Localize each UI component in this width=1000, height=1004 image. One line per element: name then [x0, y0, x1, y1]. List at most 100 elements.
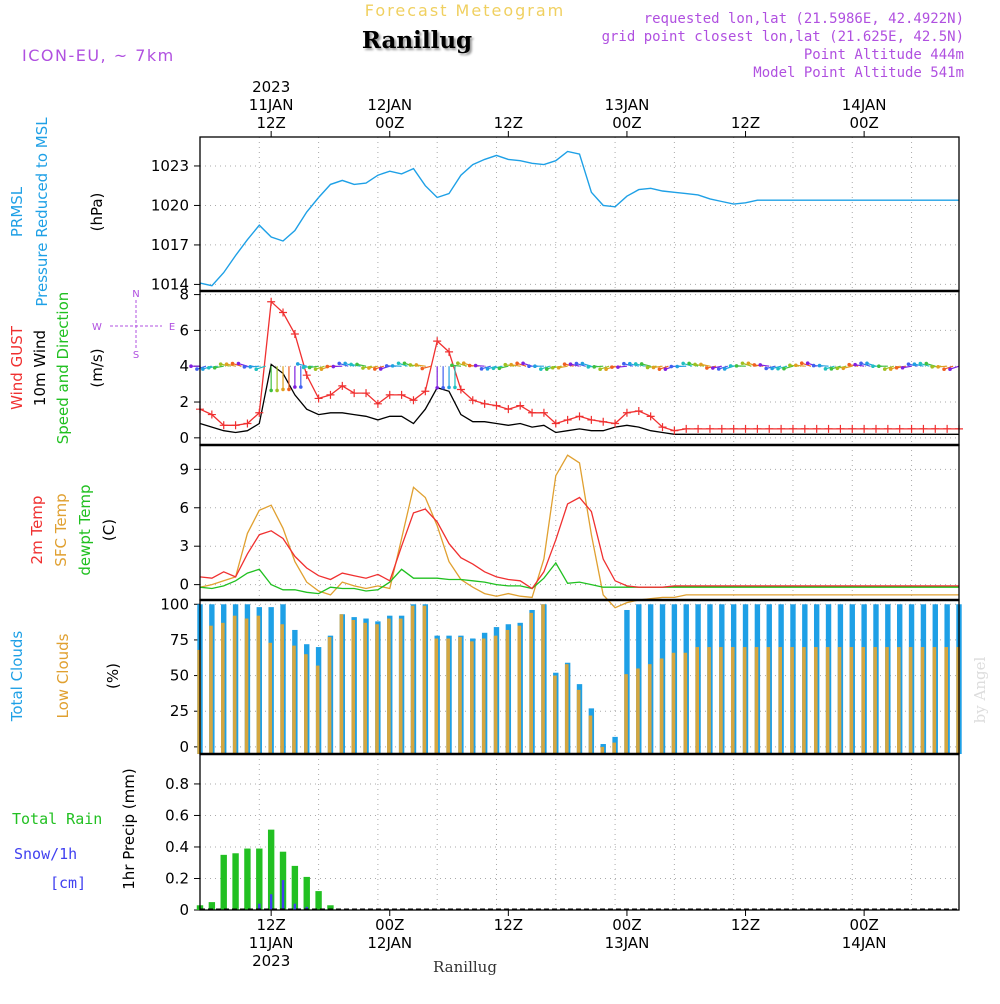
bottom-axis-label: 12JAN: [367, 934, 412, 952]
wind-arrow-head: [658, 367, 662, 371]
pressure-label-2: Pressure Reduced to MSL: [33, 117, 51, 307]
wind-arrow-head: [800, 361, 804, 365]
precip-unit: 1hr Precip (mm): [120, 768, 138, 889]
y-tick-label: 0: [179, 901, 189, 919]
gust-marker: [848, 425, 856, 433]
y-tick-label: 1023: [151, 157, 189, 175]
low-clouds-bar: [470, 641, 474, 754]
low-clouds-bar: [909, 647, 913, 754]
wind-arrow-head: [883, 367, 887, 371]
gust-marker: [718, 425, 726, 433]
rain-bar: [304, 877, 310, 910]
wind-arrow-head: [447, 386, 451, 390]
compass-s: S: [133, 350, 139, 361]
y-tick-label: 50: [170, 667, 189, 685]
low-clouds-bar: [446, 639, 450, 755]
gust-marker: [836, 425, 844, 433]
y-tick-label: 3: [179, 537, 189, 555]
low-clouds-bar: [778, 647, 782, 754]
wind-arrow-head: [337, 362, 341, 366]
panel-frame: [200, 754, 959, 910]
wind-arrow-head: [486, 367, 490, 371]
wind-arrow-head: [770, 367, 774, 371]
y-tick-label: 9: [179, 460, 189, 478]
gust-label: Wind GUST: [8, 325, 26, 410]
wind-arrow-head: [189, 364, 193, 368]
low-clouds-bar: [529, 613, 533, 754]
low-clouds-bar: [577, 690, 581, 754]
wind-arrow-head: [219, 362, 223, 366]
wind-arrow-head: [314, 367, 318, 371]
wind-arrow-head: [281, 388, 285, 392]
wind-arrow-head: [453, 386, 457, 390]
wind-arrow-head: [195, 367, 199, 371]
wind-arrow-head: [391, 364, 395, 368]
low-clouds-bar: [280, 624, 284, 754]
wind-arrow-head: [403, 361, 407, 365]
wind-speed-line: [200, 364, 959, 434]
top-axis-label: 00Z: [375, 114, 404, 132]
low-clouds-bar: [541, 604, 545, 754]
wind-arrow-head: [296, 362, 300, 366]
gust-marker: [860, 425, 868, 433]
gust-marker: [635, 407, 643, 415]
low-clouds-bar: [731, 647, 735, 754]
wind-arrow-head: [788, 363, 792, 367]
snow-unit-label: [cm]: [50, 874, 86, 892]
low-clouds-bar: [387, 619, 391, 754]
gust-marker: [303, 371, 311, 379]
wind-arrow-head: [942, 367, 946, 371]
wind-arrow-head: [598, 367, 602, 371]
wind-arrow-head: [930, 365, 934, 369]
low-clouds-bar: [245, 619, 249, 754]
low-clouds-bar: [233, 616, 237, 754]
low-clouds-bar: [921, 647, 925, 754]
compass-n: N: [132, 289, 139, 300]
low-clouds-bar: [399, 619, 403, 754]
low-clouds-bar: [743, 647, 747, 754]
y-tick-label: 0: [179, 738, 189, 756]
wind-arrow-head: [293, 385, 297, 389]
gust-marker: [908, 425, 916, 433]
top-axis-label: 12Z: [731, 114, 760, 132]
compass-e: E: [169, 322, 175, 333]
gust-marker: [315, 394, 323, 402]
total-clouds-label: Total Clouds: [8, 631, 26, 723]
wind-arrow-head: [231, 362, 235, 366]
wind-arrow-head: [924, 362, 928, 366]
wind-arrow-head: [753, 363, 757, 367]
low-clouds-bar: [707, 647, 711, 754]
wind-arrow-head: [332, 365, 336, 369]
chart-title: Forecast Meteogram: [365, 1, 565, 20]
gust-marker: [398, 391, 406, 399]
gust-marker: [919, 425, 927, 433]
wind-arrow-head: [355, 363, 359, 367]
low-clouds-bar: [257, 616, 261, 754]
wind-arrow-head: [877, 364, 881, 368]
wind-arrow-head: [450, 363, 454, 367]
gust-marker: [813, 425, 821, 433]
wind-arrow-head: [441, 386, 445, 390]
y-tick-label: 75: [170, 631, 189, 649]
model-label: ICON-EU, ~ 7km: [22, 46, 175, 65]
wind-arrow-head: [758, 363, 762, 367]
gust-marker: [232, 421, 240, 429]
wind-arrow-head: [889, 367, 893, 371]
wind-arrow-head: [237, 362, 241, 366]
low-clouds-bar: [565, 664, 569, 754]
pressure-label-1: PRMSL: [8, 186, 26, 237]
low-clouds-bar: [268, 643, 272, 754]
clouds-unit: (%): [104, 663, 122, 689]
rain-bar: [244, 849, 250, 910]
wind-arrow-head: [847, 363, 851, 367]
wind-arrow-head: [907, 362, 911, 366]
wind-arrow-head: [420, 367, 424, 371]
gust-marker: [931, 425, 939, 433]
top-axis-label: 12Z: [494, 114, 523, 132]
wind-arrow-head: [741, 361, 745, 365]
top-axis-label: 2023: [252, 78, 290, 96]
low-clouds-bar: [636, 668, 640, 754]
wind-arrow-head: [841, 366, 845, 370]
